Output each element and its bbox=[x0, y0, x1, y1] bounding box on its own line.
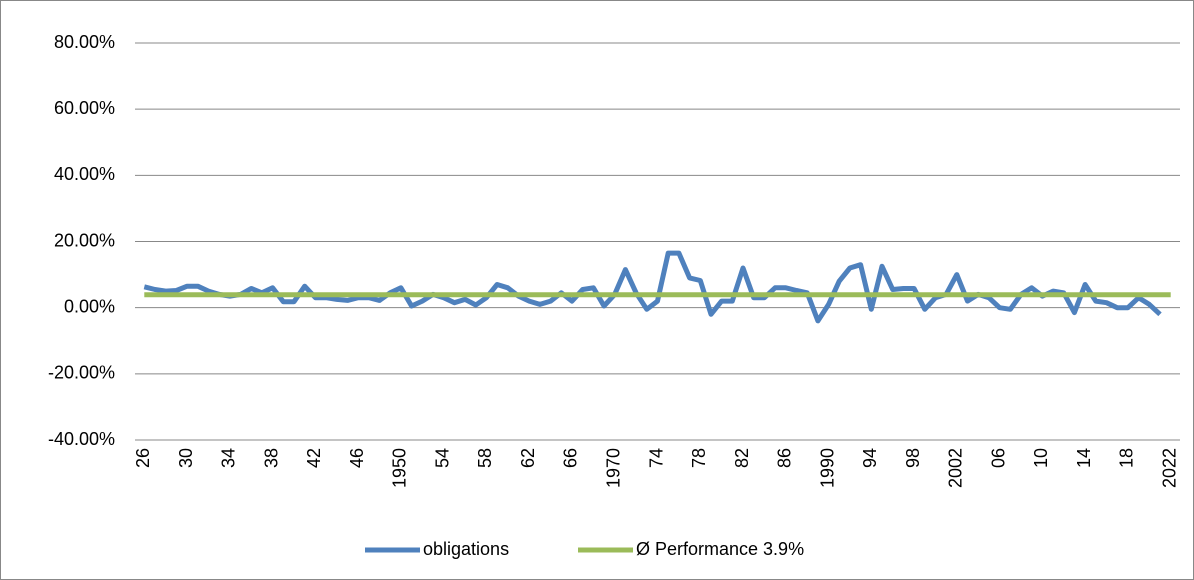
x-tick-label: 98 bbox=[903, 448, 923, 468]
legend-label: Ø Performance 3.9% bbox=[636, 539, 804, 559]
x-tick-label: 66 bbox=[561, 448, 581, 468]
y-tick-label: 80.00% bbox=[54, 32, 115, 52]
x-tick-label: 10 bbox=[1031, 448, 1051, 468]
x-tick-label: 46 bbox=[347, 448, 367, 468]
x-tick-label: 86 bbox=[775, 448, 795, 468]
x-tick-label: 38 bbox=[261, 448, 281, 468]
x-tick-label: 94 bbox=[860, 448, 880, 468]
x-tick-label: 58 bbox=[475, 448, 495, 468]
x-tick-label: 06 bbox=[988, 448, 1008, 468]
x-tick-label: 42 bbox=[304, 448, 324, 468]
x-tick-label: 26 bbox=[133, 448, 153, 468]
y-tick-label: 40.00% bbox=[54, 164, 115, 184]
y-tick-label: -20.00% bbox=[48, 363, 115, 383]
y-tick-label: 20.00% bbox=[54, 230, 115, 250]
x-tick-label: 14 bbox=[1074, 448, 1094, 468]
x-tick-label: 30 bbox=[176, 448, 196, 468]
x-tick-label: 34 bbox=[219, 448, 239, 468]
x-tick-label: 82 bbox=[732, 448, 752, 468]
x-tick-label: 2002 bbox=[946, 448, 966, 488]
x-tick-label: 2022 bbox=[1159, 448, 1179, 488]
x-tick-label: 62 bbox=[518, 448, 538, 468]
x-tick-label: 1950 bbox=[390, 448, 410, 488]
y-tick-label: -40.00% bbox=[48, 429, 115, 449]
x-tick-label: 1970 bbox=[603, 448, 623, 488]
legend-label: obligations bbox=[423, 539, 509, 559]
x-tick-label: 18 bbox=[1117, 448, 1137, 468]
x-tick-label: 1990 bbox=[817, 448, 837, 488]
y-tick-label: 60.00% bbox=[54, 98, 115, 118]
x-tick-label: 78 bbox=[689, 448, 709, 468]
y-tick-label: 0.00% bbox=[64, 296, 115, 316]
x-tick-label: 74 bbox=[646, 448, 666, 468]
x-tick-label: 54 bbox=[432, 448, 452, 468]
